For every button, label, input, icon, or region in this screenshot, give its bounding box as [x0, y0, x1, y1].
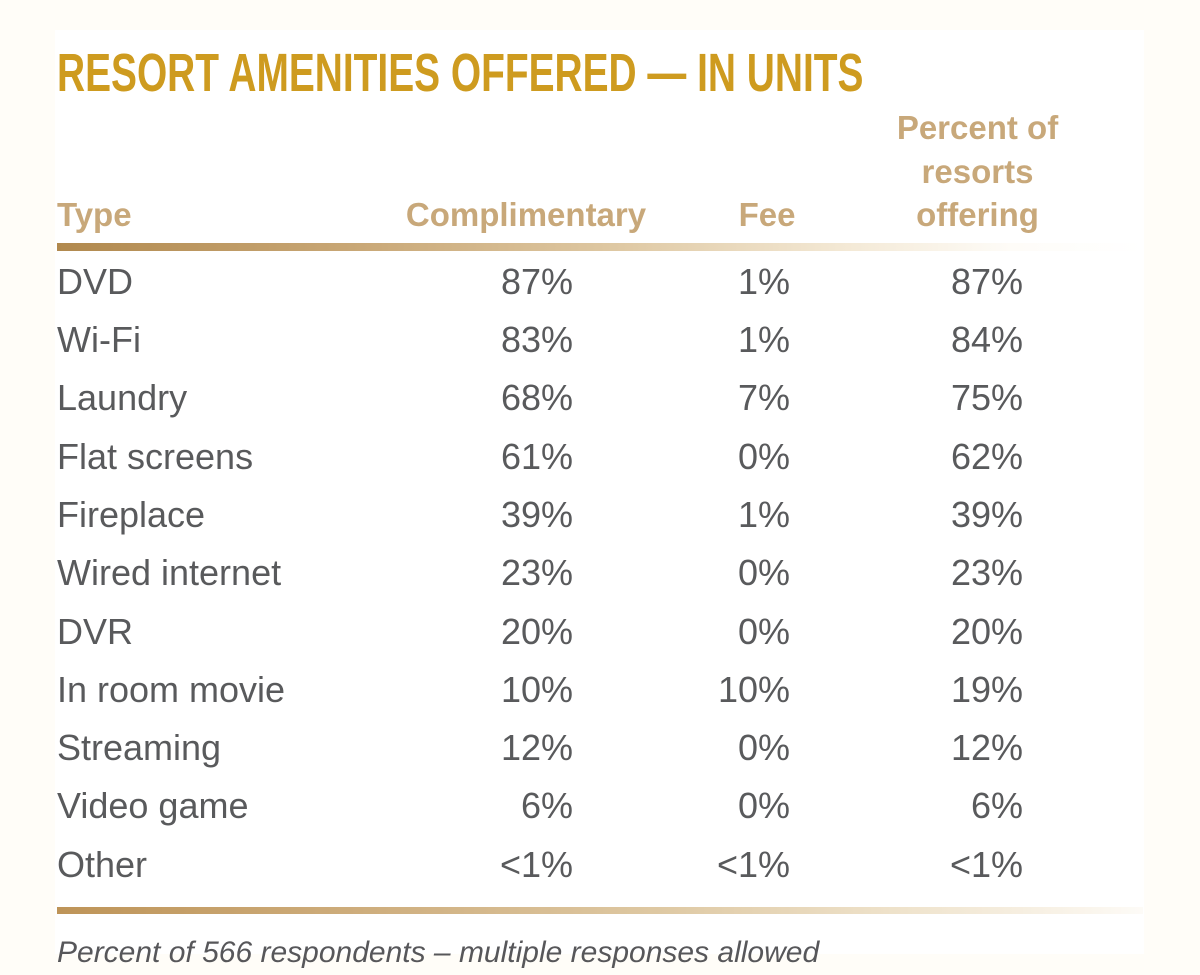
table-card: RESORT AMENITIES OFFERED — IN UNITS Type…	[55, 30, 1144, 969]
column-header-fee: Fee	[738, 196, 796, 234]
complimentary-value: 61%	[500, 435, 573, 477]
table-row: Streaming 12% 0% 12%	[57, 719, 1143, 777]
table-row: Video game 6% 0% 6%	[57, 777, 1143, 835]
amenity-type-label: Streaming	[57, 727, 222, 769]
fee-value: 0%	[737, 435, 790, 477]
table-row: Wi-Fi 83% 1% 84%	[57, 311, 1143, 369]
amenity-type-label: In room movie	[57, 668, 286, 710]
amenity-type-label: Flat screens	[57, 435, 254, 477]
amenity-type-label: DVD	[57, 260, 134, 302]
footnote-text: Percent of 566 respondents – multiple re…	[57, 935, 820, 969]
percent-offering-value: 39%	[950, 493, 1023, 535]
fee-value: 1%	[737, 319, 790, 361]
amenity-type-label: Wi-Fi	[57, 319, 141, 361]
table-row: Fireplace 39% 1% 39%	[57, 486, 1143, 544]
table-row: Wired internet 23% 0% 23%	[57, 544, 1143, 602]
table-header-row: Type Complimentary Fee Percent of resort…	[57, 106, 1143, 237]
percent-offering-value: 87%	[950, 260, 1023, 302]
percent-offering-value: 12%	[950, 727, 1023, 769]
fee-value: 0%	[737, 552, 790, 594]
amenity-type-label: Fireplace	[57, 493, 206, 535]
complimentary-value: <1%	[499, 843, 573, 885]
fee-value: 1%	[737, 260, 790, 302]
fee-value: 0%	[737, 727, 790, 769]
table-row: DVD 87% 1% 87%	[57, 253, 1143, 311]
amenity-type-label: Wired internet	[57, 552, 282, 594]
complimentary-value: 6%	[520, 785, 573, 827]
fee-value: <1%	[716, 843, 790, 885]
fee-value: 0%	[737, 785, 790, 827]
complimentary-value: 87%	[500, 260, 573, 302]
fee-value: 7%	[737, 377, 790, 419]
fee-value: 1%	[737, 493, 790, 535]
complimentary-value: 12%	[500, 727, 573, 769]
fee-value: 10%	[717, 668, 790, 710]
column-header-percent-offering-line1: Percent of resorts	[896, 109, 1059, 190]
complimentary-value: 39%	[500, 493, 573, 535]
complimentary-value: 10%	[500, 668, 573, 710]
percent-offering-value: 62%	[950, 435, 1023, 477]
complimentary-value: 68%	[500, 377, 573, 419]
table-row: Other <1% <1% <1%	[57, 836, 1143, 894]
amenity-type-label: Video game	[57, 785, 249, 827]
complimentary-value: 83%	[500, 319, 573, 361]
column-header-percent-offering-line2: offering	[916, 196, 1039, 234]
column-header-complimentary: Complimentary	[405, 196, 647, 234]
header-divider-rule	[57, 242, 1143, 251]
percent-offering-value: 20%	[950, 610, 1023, 652]
complimentary-value: 23%	[500, 552, 573, 594]
table-row: DVR 20% 0% 20%	[57, 602, 1143, 660]
amenity-type-label: Laundry	[57, 377, 188, 419]
amenity-type-label: DVR	[57, 610, 134, 652]
amenity-type-label: Other	[57, 843, 148, 885]
column-header-percent-offering: Percent of resorts offering	[872, 106, 1143, 237]
column-header-type: Type	[57, 196, 132, 234]
percent-offering-value: 19%	[950, 668, 1023, 710]
percent-offering-value: 75%	[950, 377, 1023, 419]
footer-divider-rule	[57, 906, 1143, 914]
table-row: In room movie 10% 10% 19%	[57, 661, 1143, 719]
percent-offering-value: 23%	[950, 552, 1023, 594]
table-body: DVD 87% 1% 87% Wi-Fi 83% 1% 84% Laundry …	[57, 253, 1144, 894]
page-title: RESORT AMENITIES OFFERED — IN UNITS	[57, 43, 864, 103]
table-row: Laundry 68% 7% 75%	[57, 369, 1143, 427]
fee-value: 0%	[737, 610, 790, 652]
complimentary-value: 20%	[500, 610, 573, 652]
percent-offering-value: 84%	[950, 319, 1023, 361]
percent-offering-value: <1%	[949, 843, 1023, 885]
table-row: Flat screens 61% 0% 62%	[57, 428, 1143, 486]
percent-offering-value: 6%	[970, 785, 1023, 827]
